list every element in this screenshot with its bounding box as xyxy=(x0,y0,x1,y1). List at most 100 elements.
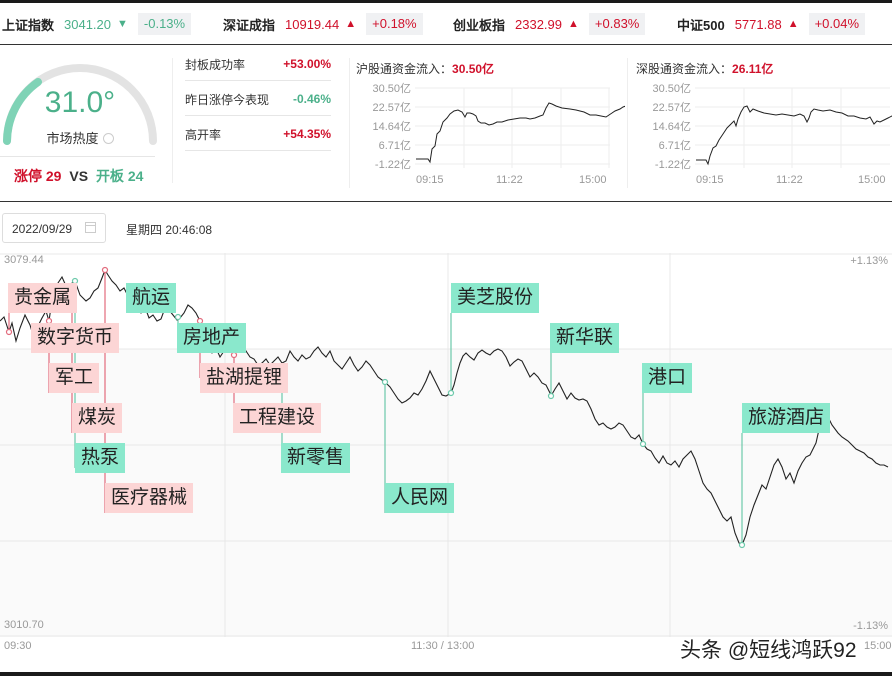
vs-text: VS xyxy=(69,168,89,184)
sector-tag-coal[interactable]: 煤炭 xyxy=(72,403,123,433)
heat-label: 市场热度 xyxy=(0,128,160,147)
limit-stats-panel: 封板成功率 +53.00% 昨日涨停今表现 -0.46% 高开率 +54.35% xyxy=(185,46,331,201)
flow-amount: 26.11亿 xyxy=(732,62,774,76)
x-tick: 09:15 xyxy=(416,174,444,186)
market-heat-panel: 31.0° 市场热度 涨停 29 VS 开板 24 xyxy=(0,46,172,201)
ticker-name: 深证成指 xyxy=(223,17,276,33)
y-tick: 30.50亿 xyxy=(372,82,411,95)
ticker-value: 10919.44 xyxy=(285,16,340,32)
sz-connect-flow-panel: 深股通资金流入：26.11亿 30.50亿 22.57亿 14.64亿 6.71… xyxy=(630,46,892,201)
x-start-label: 09:30 xyxy=(4,640,32,652)
sector-tag-xinhualian[interactable]: 新华联 xyxy=(550,323,620,353)
sector-tag-tourism-hotel[interactable]: 旅游酒店 xyxy=(742,403,831,433)
sector-tag-new-retail[interactable]: 新零售 xyxy=(281,443,351,473)
ticker-value: 5771.88 xyxy=(734,16,782,32)
broken-count: 24 xyxy=(127,168,144,184)
ticker-name: 创业板指 xyxy=(453,17,506,33)
y-tick: -1.22亿 xyxy=(375,158,411,171)
divider xyxy=(0,156,155,157)
y-tick: 22.57亿 xyxy=(652,101,691,114)
sector-tag-military[interactable]: 军工 xyxy=(49,363,100,393)
info-icon[interactable] xyxy=(102,133,114,144)
broken-label: 开板 xyxy=(95,168,124,184)
y-tick: 14.64亿 xyxy=(652,120,691,133)
ticker-name: 上证指数 xyxy=(2,17,55,33)
x-tick: 11:22 xyxy=(496,174,523,186)
stat-yesterday-performance: 昨日涨停今表现 -0.46% xyxy=(185,81,331,116)
stat-value: +53.00% xyxy=(283,57,331,71)
limit-up-count: 29 xyxy=(45,168,62,184)
calendar-icon[interactable] xyxy=(85,222,96,233)
sh-connect-flow-panel: 沪股通资金流入：30.50亿 30.50亿 22.57亿 14.64亿 6.71… xyxy=(350,46,625,201)
ticker-value: 3041.20 xyxy=(64,16,112,32)
y-tick: 22.57亿 xyxy=(372,101,411,114)
sector-tag-meizhi[interactable]: 美芝股份 xyxy=(451,283,540,313)
y-tick: -1.22亿 xyxy=(655,158,691,171)
arrow-up-icon: ▲ xyxy=(568,18,579,30)
ticker-change: +0.04% xyxy=(808,13,866,35)
stat-high-open-rate: 高开率 +54.35% xyxy=(185,116,331,151)
y-min-label: 3010.70 xyxy=(4,619,44,631)
sector-tag-medical-devices[interactable]: 医疗器械 xyxy=(105,483,194,513)
arrow-up-icon: ▲ xyxy=(787,18,799,30)
sector-tag-digital-currency[interactable]: 数字货币 xyxy=(31,323,120,353)
sector-tag-port[interactable]: 港口 xyxy=(642,363,693,393)
x-tick: 15:00 xyxy=(858,174,886,186)
ticker-chinext-index[interactable]: 创业板指 2332.99 ▲ +0.83% xyxy=(453,12,646,36)
y-tick: 6.71亿 xyxy=(379,139,411,152)
y-tick: 6.71亿 xyxy=(659,139,691,152)
ticker-sz-index[interactable]: 深证成指 10919.44 ▲ +0.18% xyxy=(223,12,423,36)
flow-amount: 30.50亿 xyxy=(452,62,495,76)
y-tick: 14.64亿 xyxy=(372,120,411,133)
separator xyxy=(627,58,628,188)
limit-up-vs-broken: 涨停 29 VS 开板 24 xyxy=(14,166,143,186)
ticker-change: -0.13% xyxy=(137,13,192,35)
flow-title: 深股通资金流入：26.11亿 xyxy=(636,60,773,77)
sector-tag-salt-lake-lithium[interactable]: 盐湖提锂 xyxy=(200,363,289,393)
sector-tag-shipping[interactable]: 航运 xyxy=(126,283,177,313)
ticker-change: +0.83% xyxy=(588,13,646,35)
separator xyxy=(349,58,350,188)
ticker-name: 中证500 xyxy=(677,17,725,33)
heat-value: 31.0° xyxy=(44,86,116,119)
flow-title-text: 深股通资金流入： xyxy=(636,62,733,76)
sector-tag-people-net[interactable]: 人民网 xyxy=(385,483,455,513)
heat-label-text: 市场热度 xyxy=(46,131,99,146)
sector-tag-engineering[interactable]: 工程建设 xyxy=(233,403,322,433)
sector-tag-precious-metals[interactable]: 贵金属 xyxy=(8,283,78,313)
limit-up-label: 涨停 xyxy=(14,168,42,184)
flow-title: 沪股通资金流入：30.50亿 xyxy=(356,60,494,77)
heat-gauge xyxy=(3,64,157,145)
sector-tag-real-estate[interactable]: 房地产 xyxy=(177,323,247,353)
index-ticker-bar: 上证指数 3041.20 ▼ -0.13% 深证成指 10919.44 ▲ +0… xyxy=(0,3,892,45)
stat-label: 封板成功率 xyxy=(185,57,246,72)
ticker-change: +0.18% xyxy=(366,13,423,35)
top-border xyxy=(0,0,892,3)
current-datetime: 星期四 20:46:08 xyxy=(126,223,213,237)
ticker-sh-index[interactable]: 上证指数 3041.20 ▼ -0.13% xyxy=(2,12,192,36)
x-tick: 15:00 xyxy=(579,174,607,186)
flow-title-text: 沪股通资金流入： xyxy=(356,62,453,76)
date-picker[interactable]: 2022/09/29 xyxy=(2,213,106,243)
intraday-chart: 3079.44 3010.70 +1.13% -1.13% 贵金属 数字货币 军… xyxy=(0,253,892,637)
bottom-border xyxy=(0,672,892,676)
x-end-label: 15:00 xyxy=(864,640,892,652)
ticker-csi500[interactable]: 中证500 5771.88 ▲ +0.04% xyxy=(677,12,866,36)
pct-min-label: -1.13% xyxy=(853,620,888,632)
stat-seal-rate: 封板成功率 +53.00% xyxy=(185,46,331,81)
y-max-label: 3079.44 xyxy=(4,254,44,266)
stat-value: +54.35% xyxy=(283,127,331,141)
x-tick: 11:22 xyxy=(776,174,803,186)
x-tick: 09:15 xyxy=(696,174,724,186)
x-mid-label: 11:30 / 13:00 xyxy=(411,640,475,652)
date-value: 2022/09/29 xyxy=(12,222,73,236)
sh-flow-chart: 30.50亿 22.57亿 14.64亿 6.71亿 -1.22亿 09:15 … xyxy=(372,82,625,186)
sector-tag-heat-pump[interactable]: 热泵 xyxy=(75,443,126,473)
pct-max-label: +1.13% xyxy=(850,255,888,267)
stat-label: 高开率 xyxy=(185,127,222,142)
watermark: 头条 @短线鸿跃92 xyxy=(680,639,857,662)
arrow-down-icon: ▼ xyxy=(117,18,128,30)
stat-value: -0.46% xyxy=(292,92,331,106)
section-divider xyxy=(0,201,892,202)
ticker-value: 2332.99 xyxy=(515,16,563,32)
